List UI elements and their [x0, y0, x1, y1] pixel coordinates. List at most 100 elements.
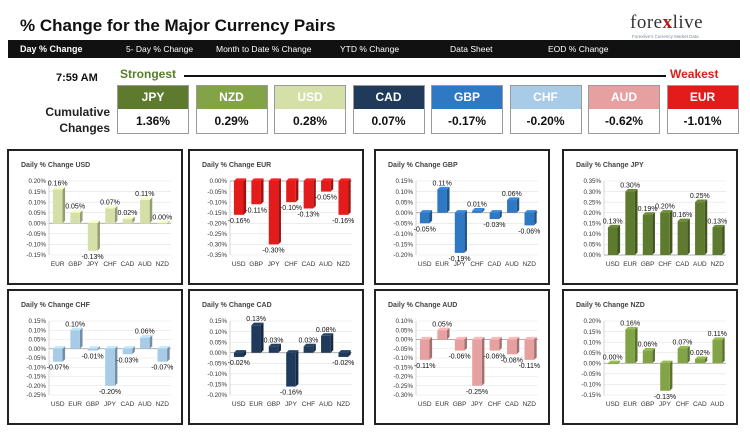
bar-jpy	[105, 348, 115, 386]
logo-wordmark: forexlive	[630, 12, 704, 33]
x-category-label: JPY	[268, 261, 281, 268]
bar-top	[677, 218, 690, 222]
data-label: -0.10%	[280, 205, 302, 212]
currency-code: JPY	[118, 86, 188, 109]
data-label: -0.11%	[414, 363, 436, 370]
tab-eod-change[interactable]: EOD % Change	[548, 44, 609, 54]
bar-top	[507, 197, 520, 201]
x-category-label: JPY	[285, 401, 298, 408]
x-category-label: CHF	[470, 261, 483, 268]
data-label: -0.06%	[483, 354, 505, 361]
currency-box-eur[interactable]: EUR -1.01%	[666, 85, 739, 134]
bar-eur	[251, 325, 261, 353]
y-tick-label: 0.05%	[28, 337, 46, 344]
bar-jpy	[660, 363, 670, 391]
currency-code: NZD	[196, 86, 267, 109]
y-tick-label: -0.15%	[581, 392, 601, 399]
chart-panel-chf: Daily % Change CHF 0.15% 0.10% 0.05% 0.00% -0…	[7, 289, 183, 425]
bar-gbp	[454, 339, 465, 351]
y-tick-label: 0.20%	[583, 318, 601, 325]
y-tick-label: 0.10%	[583, 231, 601, 238]
y-tick-label: 0.25%	[583, 199, 601, 206]
data-label: -0.02%	[228, 360, 250, 367]
x-category-label: USD	[232, 261, 246, 268]
currency-code: CHF	[510, 86, 581, 109]
chart-title: Daily % Change JPY	[576, 162, 644, 169]
bar-top	[419, 336, 433, 340]
chart-title: Daily % Change NZD	[576, 302, 645, 309]
currency-box-cad[interactable]: CAD 0.07%	[352, 85, 425, 134]
weakest-label: Weakest	[670, 67, 719, 81]
tab-ytd-change[interactable]: YTD % Change	[340, 44, 400, 54]
bar-side	[617, 360, 621, 365]
bar-top	[233, 178, 247, 181]
y-tick-label: -0.05%	[393, 220, 413, 227]
bar-top	[419, 210, 433, 213]
bar-top	[338, 178, 351, 181]
bar-top	[625, 188, 638, 192]
tab-data-sheet[interactable]: Data Sheet	[450, 44, 493, 54]
tab-5-day-change[interactable]: 5- Day % Change	[126, 44, 194, 54]
bar-side	[499, 210, 502, 220]
bar-top	[642, 212, 655, 215]
strongest-label: Strongest	[120, 67, 177, 81]
tab-month-to-date-change[interactable]: Month to Date % Change	[216, 44, 312, 54]
bar-cad	[122, 219, 133, 224]
bar-top	[437, 327, 450, 331]
currency-box-aud[interactable]: AUD -0.62%	[588, 85, 660, 134]
y-tick-label: -0.10%	[26, 242, 46, 249]
x-category-label: CHF	[302, 401, 315, 408]
bar-top	[642, 348, 655, 351]
y-tick-label: 0.10%	[395, 189, 413, 196]
data-label: -0.20%	[99, 389, 121, 396]
bar-top	[660, 210, 673, 213]
bar-eur	[70, 330, 80, 349]
data-label: 0.02%	[690, 350, 710, 357]
x-category-label: USD	[418, 401, 432, 408]
y-tick-label: 0.05%	[209, 339, 227, 346]
bar-top	[712, 337, 725, 341]
forexlive-logo[interactable]: forexlive Forexlive's Currency Market Da…	[630, 8, 722, 44]
bar-side	[446, 327, 450, 340]
chart-title: Daily % Change AUD	[388, 302, 457, 309]
bar-side	[97, 220, 100, 251]
bar-chf	[677, 348, 688, 364]
bar-side	[132, 216, 135, 224]
bar-aud	[712, 340, 723, 364]
data-label: 0.25%	[690, 193, 710, 200]
chart-panel-cad: Daily % Change CAD 0.15% 0.10% 0.05% 0.00% -0…	[188, 289, 364, 425]
bar-side	[243, 350, 247, 357]
bar-gbp	[642, 214, 653, 255]
bar-eur	[437, 330, 447, 340]
x-category-label: CAD	[121, 401, 135, 408]
tab-bar: Day % Change 5- Day % Change Month to Da…	[8, 40, 740, 58]
bar-side	[617, 224, 621, 255]
bar-side	[464, 210, 467, 253]
y-tick-label: -0.20%	[207, 392, 227, 399]
x-category-label: CHF	[658, 261, 671, 268]
x-category-label: CAD	[693, 401, 707, 408]
bar-nzd	[524, 339, 535, 360]
bar-top	[321, 178, 334, 181]
currency-box-usd[interactable]: USD 0.28%	[274, 85, 346, 134]
currency-box-gbp[interactable]: GBP -0.17%	[431, 85, 503, 134]
bar-top	[437, 186, 450, 190]
x-category-label: AUD	[693, 261, 707, 268]
currency-box-jpy[interactable]: JPY 1.36%	[117, 85, 189, 134]
bar-eur	[52, 189, 63, 224]
chart-title: Daily % Change EUR	[202, 162, 271, 169]
currency-box-chf[interactable]: CHF -0.20%	[509, 85, 582, 134]
currency-box-nzd[interactable]: NZD 0.29%	[195, 85, 268, 134]
data-label: -0.02%	[332, 360, 354, 367]
x-category-label: CAD	[302, 261, 316, 268]
data-label: -0.05%	[414, 226, 436, 233]
bar-top	[122, 216, 135, 220]
y-tick-label: -0.05%	[26, 355, 46, 362]
bar-top	[233, 350, 247, 353]
tab-day-change[interactable]: Day % Change	[20, 44, 83, 54]
chart-title: Daily % Change USD	[21, 162, 90, 169]
data-label: -0.06%	[518, 228, 540, 235]
bar-side	[652, 212, 655, 255]
data-label: 0.01%	[467, 202, 487, 209]
currency-change-value: -0.20%	[526, 114, 565, 128]
